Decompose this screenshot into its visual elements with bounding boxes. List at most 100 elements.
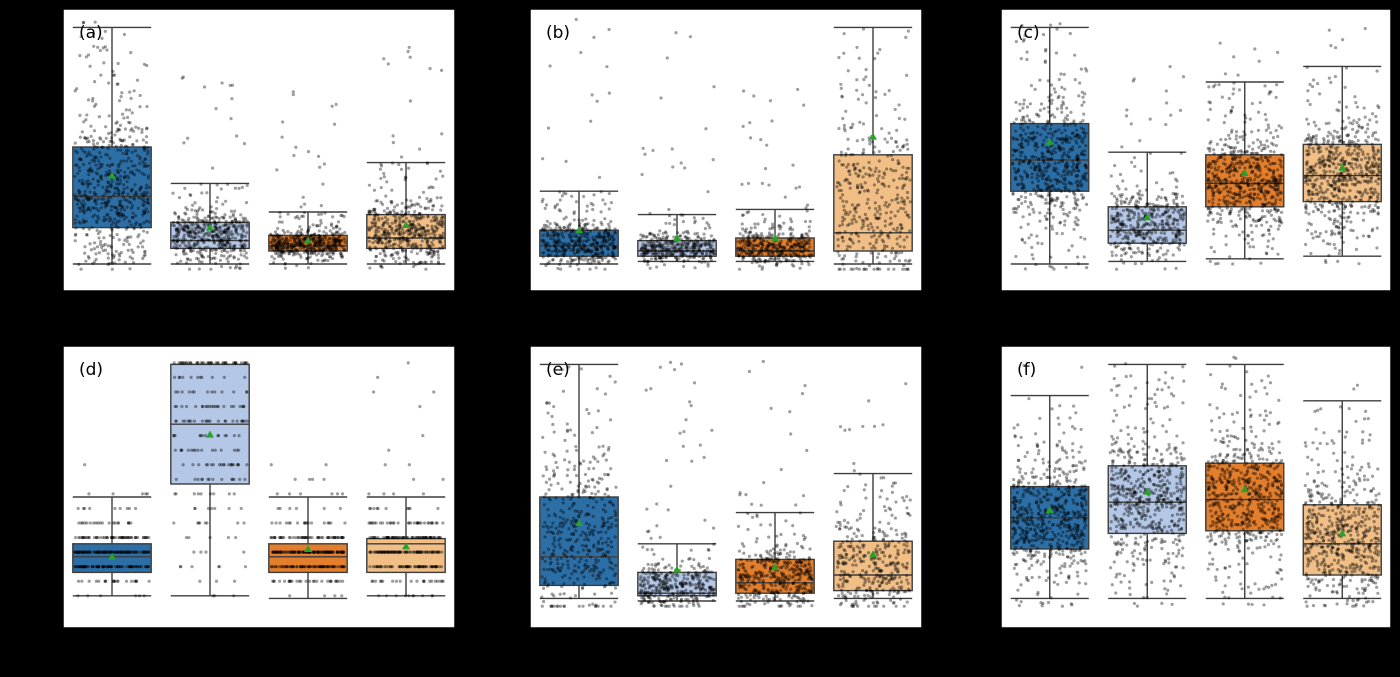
- data-point: [86, 168, 90, 173]
- data-point: [1046, 158, 1050, 162]
- data-point: [367, 239, 371, 243]
- data-point: [83, 202, 87, 206]
- data-point: [660, 252, 664, 257]
- data-point: [1137, 232, 1141, 237]
- data-point: [888, 230, 892, 235]
- data-point: [1112, 194, 1117, 198]
- data-point: [639, 233, 643, 237]
- data-point: [777, 257, 781, 261]
- data-point: [1023, 120, 1028, 124]
- data-point: [431, 249, 435, 253]
- data-point: [122, 213, 126, 218]
- data-point: [1046, 162, 1050, 166]
- data-point: [138, 105, 142, 109]
- data-point: [604, 227, 608, 231]
- data-point: [315, 240, 319, 244]
- data-point: [760, 267, 764, 271]
- data-point: [651, 148, 655, 153]
- data-point: [398, 220, 402, 224]
- data-point: [228, 253, 233, 258]
- data-point: [1130, 210, 1135, 214]
- data-point: [297, 239, 301, 243]
- data-point: [410, 226, 414, 230]
- data-point: [541, 197, 545, 201]
- data-point: [870, 225, 874, 229]
- data-point: [407, 232, 411, 236]
- data-point: [767, 244, 771, 248]
- data-point: [278, 247, 282, 251]
- data-point: [1150, 259, 1155, 263]
- data-point: [94, 252, 98, 256]
- data-point: [202, 219, 206, 224]
- data-point: [841, 262, 845, 266]
- data-point: [607, 91, 611, 95]
- data-point: [333, 237, 337, 241]
- data-point: [1037, 157, 1041, 162]
- data-point: [277, 220, 281, 224]
- data-point: [193, 231, 197, 235]
- data-point: [655, 236, 659, 240]
- data-point: [602, 238, 606, 242]
- data-point: [766, 252, 771, 256]
- data-point: [759, 250, 763, 254]
- data-point: [609, 242, 613, 246]
- data-point: [650, 246, 655, 251]
- data-point: [233, 218, 238, 222]
- data-point: [1152, 222, 1156, 226]
- data-point: [418, 224, 422, 228]
- data-point: [414, 232, 418, 236]
- data-point: [611, 234, 615, 238]
- data-point: [670, 147, 674, 151]
- data-point: [693, 243, 697, 247]
- data-point: [376, 213, 380, 217]
- data-point: [407, 242, 411, 246]
- data-point: [1181, 213, 1185, 217]
- data-point: [692, 245, 696, 249]
- data-point: [1221, 182, 1225, 186]
- data-point: [145, 183, 149, 187]
- data-point: [796, 242, 800, 246]
- data-point: [336, 220, 341, 224]
- data-point: [81, 149, 85, 153]
- data-point: [171, 223, 175, 227]
- data-point: [186, 226, 190, 230]
- data-point: [1044, 169, 1049, 173]
- data-point: [656, 239, 660, 243]
- data-point: [397, 227, 401, 231]
- data-point: [415, 228, 419, 232]
- data-point: [1250, 196, 1254, 200]
- data-point: [803, 248, 807, 252]
- data-point: [210, 234, 215, 238]
- data-point: [776, 250, 780, 254]
- data-point: [376, 229, 381, 234]
- data-point: [142, 62, 147, 66]
- data-point: [374, 199, 378, 203]
- data-point: [900, 200, 904, 204]
- data-point: [368, 245, 372, 249]
- data-point: [410, 222, 415, 227]
- data-point: [1046, 79, 1050, 83]
- data-point: [115, 120, 119, 124]
- data-point: [1132, 211, 1137, 215]
- data-point: [1062, 72, 1066, 76]
- data-point: [430, 224, 434, 228]
- data-point: [846, 244, 850, 248]
- data-point: [755, 243, 759, 248]
- data-point: [686, 245, 690, 249]
- data-point: [1165, 101, 1169, 105]
- data-point: [431, 185, 435, 190]
- data-point: [186, 257, 190, 262]
- data-point: [555, 202, 559, 207]
- data-point: [654, 257, 658, 261]
- data-point: [601, 235, 605, 239]
- data-point: [662, 248, 667, 252]
- data-point: [372, 235, 377, 239]
- data-point: [660, 247, 665, 251]
- data-point: [1076, 154, 1080, 159]
- data-point: [1125, 207, 1129, 212]
- data-point: [1046, 149, 1050, 153]
- data-point: [852, 168, 857, 172]
- data-point: [291, 253, 295, 257]
- data-point: [1135, 225, 1139, 229]
- data-point: [1029, 160, 1033, 164]
